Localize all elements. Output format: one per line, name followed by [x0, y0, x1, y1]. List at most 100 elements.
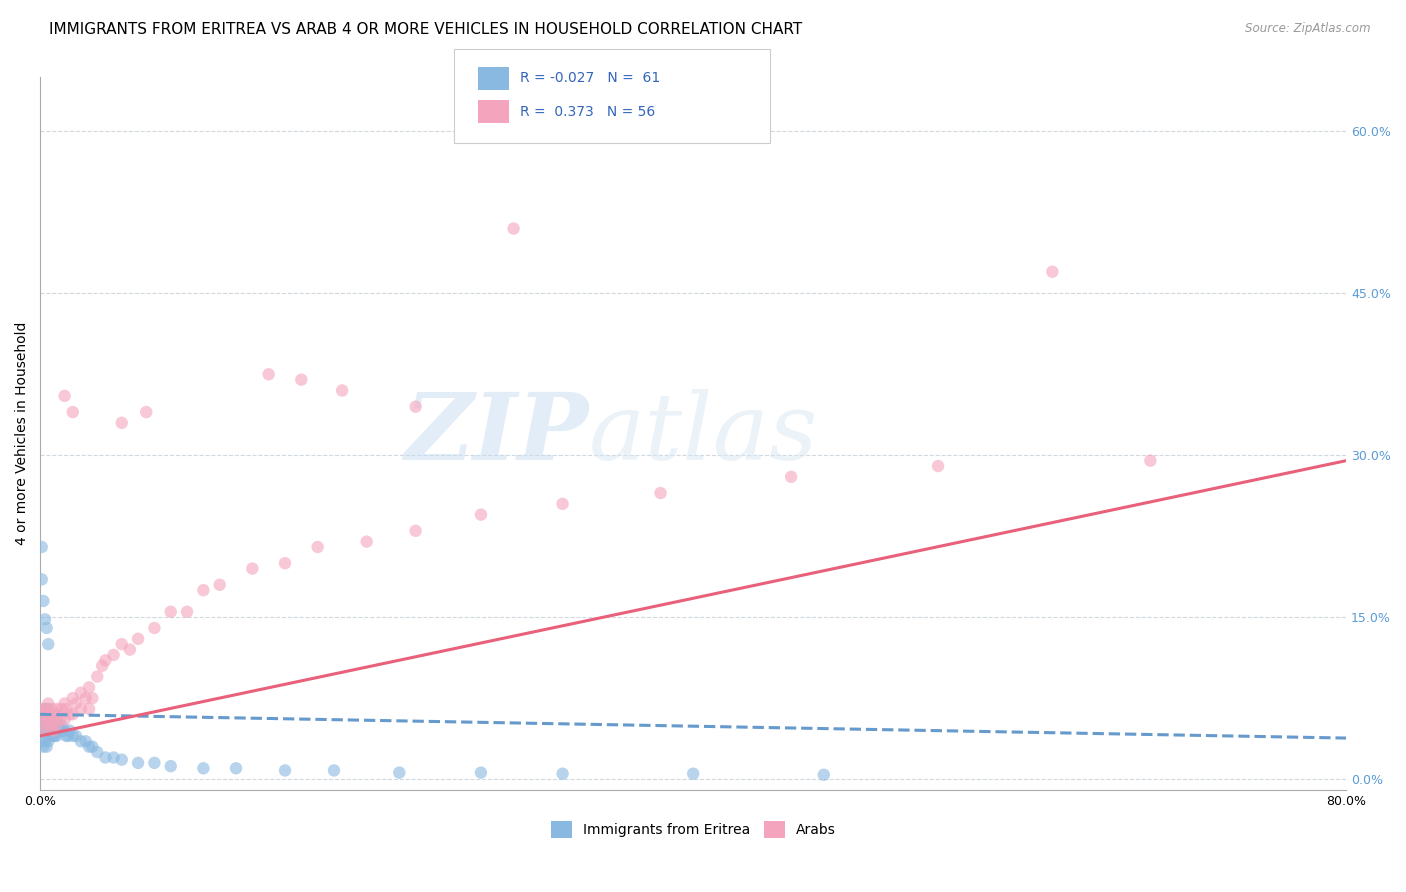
Point [56, 729, 79, 743]
Point [32, 707, 55, 722]
Point [32, 723, 55, 738]
Point [37, 697, 59, 711]
Point [470, 765, 492, 780]
Point [34, 718, 56, 732]
Point [388, 765, 411, 780]
Point [193, 761, 215, 775]
Point [86, 669, 108, 683]
Point [45, 702, 67, 716]
Point [55, 729, 77, 743]
Point [927, 458, 949, 473]
Text: R = -0.027   N =  61: R = -0.027 N = 61 [520, 71, 661, 86]
Point [32, 723, 55, 738]
Point [53, 389, 76, 403]
Point [111, 637, 134, 651]
Text: Source: ZipAtlas.com: Source: ZipAtlas.com [1246, 22, 1371, 36]
Point [34, 734, 56, 748]
Point [32, 739, 55, 754]
Point [193, 583, 215, 598]
Point [38, 707, 60, 722]
Point [48, 723, 70, 738]
Point [111, 753, 134, 767]
Point [405, 400, 427, 414]
Point [225, 761, 247, 775]
Point [274, 556, 297, 570]
Point [208, 578, 231, 592]
Point [62, 691, 84, 706]
Point [53, 723, 76, 738]
Text: IMMIGRANTS FROM ERITREA VS ARAB 4 OR MORE VEHICLES IN HOUSEHOLD CORRELATION CHAR: IMMIGRANTS FROM ERITREA VS ARAB 4 OR MOR… [49, 22, 803, 37]
Point [470, 508, 492, 522]
Point [62, 729, 84, 743]
Point [118, 642, 141, 657]
Point [35, 621, 58, 635]
Point [257, 368, 280, 382]
Point [330, 384, 353, 398]
Point [94, 653, 117, 667]
Point [31, 713, 53, 727]
Point [34, 702, 56, 716]
Point [51, 702, 73, 716]
Point [42, 707, 65, 722]
Point [45, 729, 67, 743]
Point [127, 632, 149, 646]
Point [307, 540, 329, 554]
Point [143, 621, 166, 635]
Point [103, 648, 125, 662]
Point [45, 718, 67, 732]
Point [77, 681, 100, 695]
Point [58, 707, 80, 722]
Point [65, 697, 87, 711]
Point [82, 691, 104, 706]
Point [91, 658, 114, 673]
Point [46, 707, 69, 722]
Point [94, 750, 117, 764]
Point [135, 405, 157, 419]
Point [682, 766, 704, 780]
Point [780, 470, 803, 484]
Point [53, 713, 76, 727]
Point [38, 707, 60, 722]
Point [44, 729, 66, 743]
Point [405, 524, 427, 538]
Point [70, 734, 93, 748]
Point [35, 707, 58, 722]
Point [77, 702, 100, 716]
Point [37, 637, 59, 651]
Point [323, 764, 346, 778]
Point [127, 756, 149, 770]
Point [650, 486, 672, 500]
Point [32, 713, 55, 727]
Point [143, 756, 166, 770]
Point [42, 729, 65, 743]
Point [35, 739, 58, 754]
Point [31, 540, 53, 554]
Point [37, 734, 59, 748]
Point [44, 713, 66, 727]
Point [274, 764, 297, 778]
Point [41, 713, 63, 727]
Point [62, 405, 84, 419]
Point [290, 373, 312, 387]
Text: atlas: atlas [589, 389, 818, 479]
Text: ZIP: ZIP [405, 389, 589, 479]
Point [62, 707, 84, 722]
Point [31, 707, 53, 722]
Point [31, 723, 53, 738]
Point [53, 697, 76, 711]
Point [65, 729, 87, 743]
Text: R =  0.373   N = 56: R = 0.373 N = 56 [520, 104, 655, 119]
Point [46, 718, 69, 732]
Point [77, 739, 100, 754]
Point [42, 713, 65, 727]
Point [70, 686, 93, 700]
Point [813, 768, 835, 782]
Y-axis label: 4 or more Vehicles in Household: 4 or more Vehicles in Household [15, 322, 30, 545]
Point [32, 594, 55, 608]
Point [502, 221, 524, 235]
Point [34, 718, 56, 732]
Point [44, 707, 66, 722]
Point [42, 723, 65, 738]
Point [37, 713, 59, 727]
Legend: Immigrants from Eritrea, Arabs: Immigrants from Eritrea, Arabs [546, 815, 841, 844]
